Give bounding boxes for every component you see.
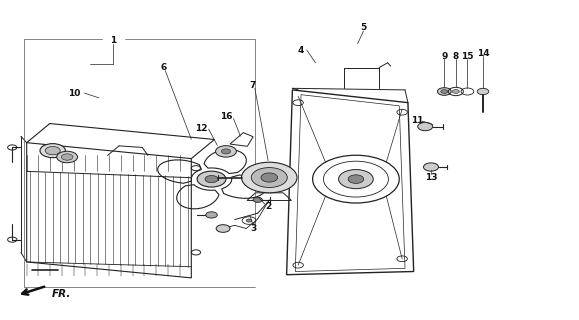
Circle shape [216,225,230,232]
Circle shape [61,154,73,160]
Text: 1: 1 [110,36,116,45]
Text: 6: 6 [160,63,167,72]
Text: 9: 9 [441,52,448,61]
Circle shape [246,219,252,222]
Circle shape [205,176,218,183]
Text: 15: 15 [461,52,474,61]
Circle shape [417,123,433,131]
Text: 11: 11 [412,116,424,125]
Circle shape [251,168,287,188]
Text: 12: 12 [196,124,208,132]
Circle shape [197,171,226,187]
Circle shape [261,173,277,182]
Text: FR.: FR. [52,290,71,300]
Text: 10: 10 [68,89,80,98]
Text: 4: 4 [298,45,304,55]
Circle shape [206,212,217,218]
Circle shape [452,90,459,93]
Circle shape [241,162,297,193]
Text: 5: 5 [360,23,367,32]
Circle shape [339,170,373,189]
Text: 3: 3 [250,224,256,233]
Circle shape [57,151,78,163]
Text: 16: 16 [219,113,232,122]
Circle shape [437,88,451,95]
Circle shape [40,144,65,158]
Circle shape [477,88,489,95]
Text: 8: 8 [453,52,459,61]
Circle shape [221,149,230,154]
Circle shape [441,90,448,93]
Circle shape [253,197,262,202]
Circle shape [423,163,438,171]
Circle shape [348,175,364,183]
Text: 14: 14 [477,49,489,58]
Circle shape [45,147,60,155]
Text: 7: 7 [250,81,256,90]
Text: 2: 2 [265,202,271,211]
Circle shape [215,146,236,157]
Text: 13: 13 [425,173,437,182]
